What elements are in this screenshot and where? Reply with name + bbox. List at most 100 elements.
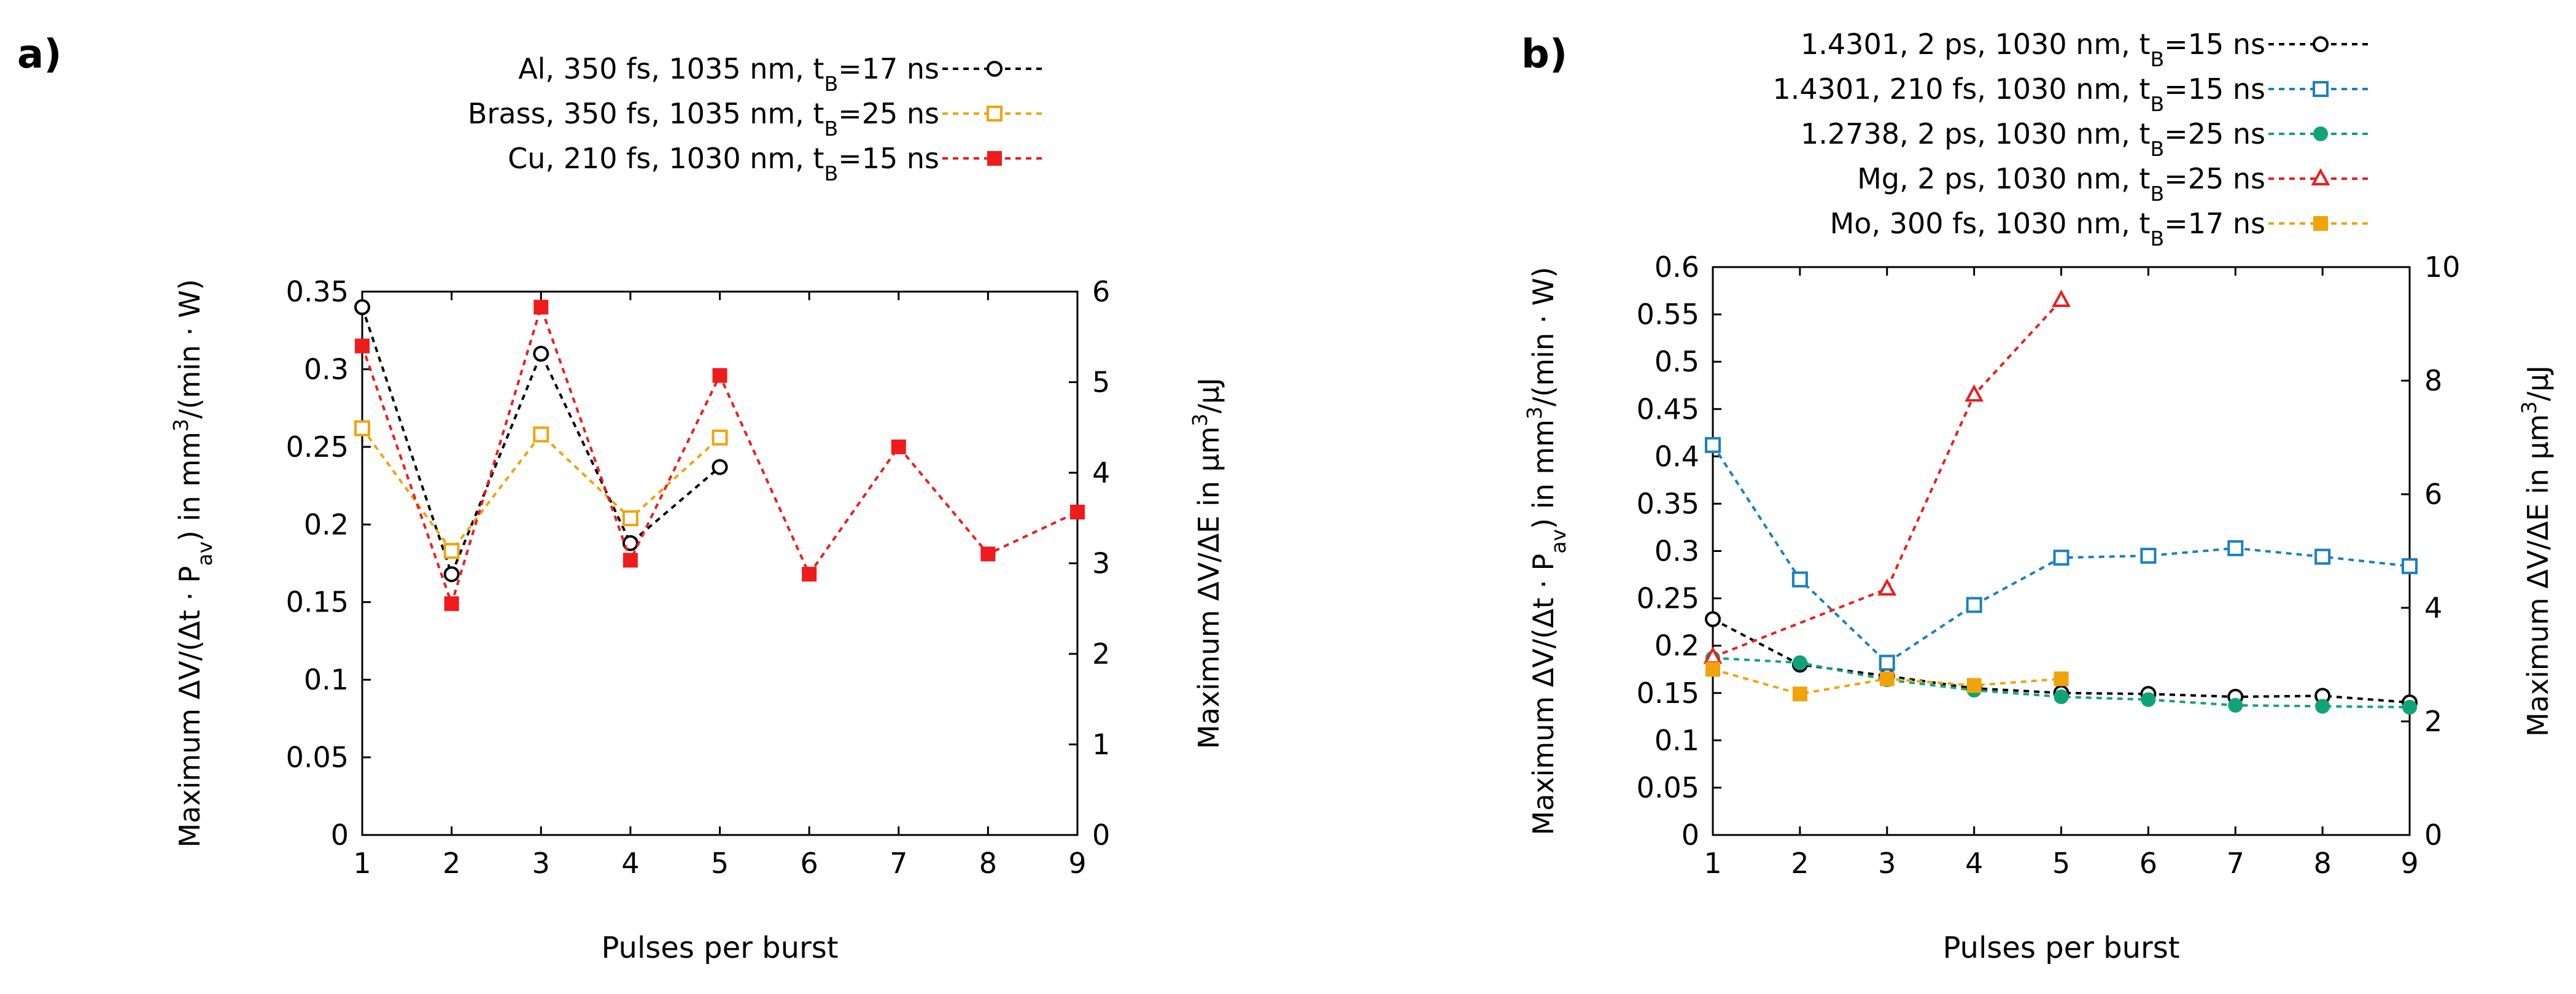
y-tick-label: 0.2 — [304, 508, 349, 541]
y-tick-label: 0.25 — [1637, 582, 1699, 615]
data-point — [2315, 699, 2330, 714]
y-tick-label: 0.15 — [286, 586, 349, 619]
data-point — [1879, 671, 1895, 686]
data-point — [980, 546, 996, 562]
data-point — [1879, 654, 1895, 671]
data-point — [1705, 437, 1721, 453]
data-point — [354, 299, 370, 316]
data-point — [355, 338, 370, 354]
y-tick-label: 0.25 — [286, 430, 349, 464]
data-point — [1705, 611, 1721, 627]
data-point — [1877, 578, 1897, 596]
legend-label: 1.4301, 210 fs, 1030 nm, tB=15 ns — [1772, 72, 2265, 116]
x-tick-label: 3 — [1878, 847, 1896, 880]
data-point — [533, 300, 549, 315]
data-point — [1705, 662, 1720, 677]
data-point — [2314, 548, 2331, 565]
y2-axis-title: Maximum ΔV/ΔE in µm3/µJ — [2517, 365, 2555, 737]
series-2 — [1705, 437, 2418, 671]
data-point — [1792, 655, 1807, 670]
y-tick-label: 0.05 — [286, 741, 349, 774]
x-tick-label: 8 — [979, 847, 997, 880]
y-tick-label: 0.45 — [1637, 392, 1699, 425]
y-tick-label: 0.15 — [1637, 677, 1699, 710]
x-tick-label: 5 — [2052, 847, 2070, 880]
legend-label: Al, 350 fs, 1035 nm, tB=17 ns — [518, 52, 939, 96]
x-tick-label: 6 — [800, 847, 818, 880]
data-point — [533, 346, 549, 362]
y-tick-label: 0.5 — [1655, 345, 1699, 378]
series-3 — [355, 300, 1085, 612]
x-tick-label: 3 — [532, 847, 550, 880]
y-tick-label: 0.6 — [1655, 250, 1699, 284]
y2-axis-title: Maximum ΔV/ΔE in µm3/µJ — [1188, 378, 1226, 749]
data-point — [533, 426, 549, 443]
series-2 — [354, 420, 728, 559]
data-point — [2140, 548, 2157, 564]
y-tick-label: 0.3 — [1655, 535, 1699, 568]
y2-tick-label: 10 — [2424, 250, 2461, 284]
y-tick-label: 0.4 — [1655, 440, 1699, 473]
panel-label: b) — [1521, 32, 1567, 77]
series-line — [1712, 656, 2410, 709]
y2-tick-label: 8 — [2424, 364, 2442, 397]
legend-label: Mg, 2 ps, 1030 nm, tB=25 ns — [1857, 162, 2265, 206]
data-point — [623, 553, 638, 568]
legend-label: Brass, 350 fs, 1035 nm, tB=25 ns — [468, 97, 939, 141]
data-point — [2227, 540, 2244, 556]
legend-marker — [2313, 81, 2329, 97]
y2-tick-label: 4 — [2424, 591, 2442, 624]
data-point — [1965, 384, 1984, 402]
y2-tick-label: 4 — [1092, 456, 1110, 489]
data-point — [802, 567, 817, 582]
data-point — [443, 543, 460, 559]
data-point — [2402, 558, 2418, 575]
x-axis-title: Pulses per burst — [1942, 931, 2179, 965]
chart-panel-a: a)1 2 3 4 5 6 7 8 900.050.10.150.20.250.30.35012… — [17, 32, 1225, 965]
y-tick-label: 0.1 — [1655, 724, 1699, 757]
y-tick-label: 0.05 — [1637, 771, 1699, 804]
y2-tick-label: 1 — [1092, 728, 1110, 761]
data-point — [1966, 597, 1982, 613]
data-point — [1070, 505, 1085, 520]
series-line — [361, 427, 721, 553]
data-point — [712, 368, 727, 383]
legend-entry: Al, 350 fs, 1035 nm, tB=17 ns — [518, 52, 1047, 96]
legend-entry: 1.2738, 2 ps, 1030 nm, tB=25 ns — [1801, 117, 2373, 161]
data-point — [2052, 289, 2071, 307]
x-tick-label: 5 — [711, 847, 729, 880]
data-point — [354, 420, 370, 437]
y2-tick-label: 6 — [2424, 478, 2442, 511]
legend-marker — [2311, 168, 2330, 185]
series-4 — [1703, 289, 2071, 664]
legend-entry: Brass, 350 fs, 1035 nm, tB=25 ns — [468, 97, 1047, 141]
y-tick-label: 0 — [1682, 818, 1699, 852]
data-point — [444, 596, 459, 612]
data-point — [1792, 686, 1807, 702]
y2-tick-label: 0 — [1092, 818, 1110, 852]
data-point — [2053, 549, 2070, 566]
x-tick-label: 9 — [2400, 847, 2418, 880]
chart-panel-b: b)1 2 3 4 5 6 7 8 900.050.10.150.20.250.30.350.4… — [1521, 28, 2555, 965]
y-tick-label: 0.35 — [1637, 487, 1699, 520]
x-tick-label: 2 — [1791, 847, 1809, 880]
x-tick-label: 7 — [2227, 847, 2244, 880]
legend-entry: Mo, 300 fs, 1030 nm, tB=17 ns — [1830, 207, 2373, 250]
y2-tick-label: 2 — [2424, 705, 2442, 738]
y-tick-label: 0.1 — [304, 663, 349, 696]
y2-tick-label: 6 — [1092, 275, 1110, 308]
data-point — [2402, 699, 2417, 715]
data-point — [2141, 692, 2156, 707]
legend-entry: 1.4301, 2 ps, 1030 nm, tB=15 ns — [1801, 28, 2373, 71]
legend-marker — [2313, 126, 2328, 141]
data-point — [622, 510, 638, 527]
x-tick-label: 4 — [1965, 847, 1983, 880]
y-tick-label: 0 — [331, 818, 349, 852]
y-tick-label: 0.55 — [1637, 298, 1699, 331]
data-point — [712, 429, 728, 446]
y-axis-title: Maximum ΔV/(Δt · Pav) in mm3/(min · W) — [169, 279, 217, 848]
data-point — [622, 535, 638, 551]
x-tick-label: 2 — [443, 847, 460, 880]
x-tick-label: 4 — [621, 847, 639, 880]
